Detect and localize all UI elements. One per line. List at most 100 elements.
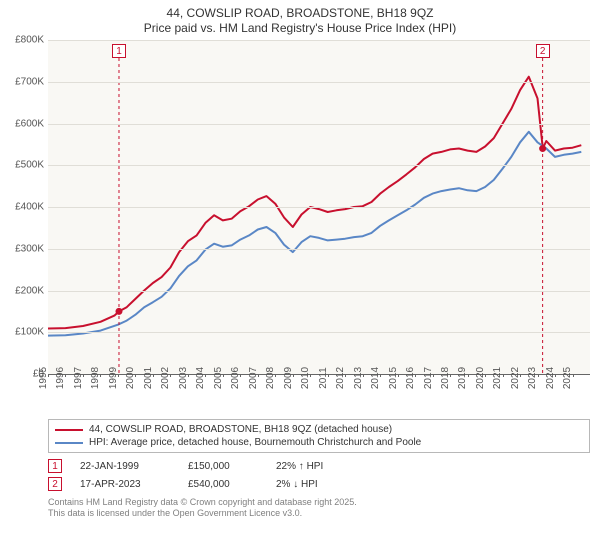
y-axis-tick-label: £200K — [15, 285, 48, 296]
x-axis-tick-label: 2012 — [335, 367, 346, 389]
x-axis-tick: 1998 — [100, 374, 101, 377]
x-axis-tick: 2001 — [153, 374, 154, 377]
datapoint-row: 1 22-JAN-1999 £150,000 22% ↑ HPI — [48, 459, 590, 473]
x-axis-tick-label: 1998 — [90, 367, 101, 389]
footer-line-2: This data is licensed under the Open Gov… — [48, 508, 590, 519]
x-axis-tick: 2016 — [415, 374, 416, 377]
x-axis-tick-label: 2023 — [527, 367, 538, 389]
x-axis-tick-label: 2009 — [283, 367, 294, 389]
chart-gridline — [48, 82, 590, 83]
title-line-1: 44, COWSLIP ROAD, BROADSTONE, BH18 9QZ — [10, 6, 590, 21]
x-axis-tick-label: 2001 — [143, 367, 154, 389]
x-axis-tick: 2008 — [275, 374, 276, 377]
x-axis-tick: 2007 — [258, 374, 259, 377]
x-axis-tick: 2005 — [223, 374, 224, 377]
y-axis-tick-label: £600K — [15, 118, 48, 129]
datapoint-date: 22-JAN-1999 — [80, 461, 170, 472]
datapoint-row: 2 17-APR-2023 £540,000 2% ↓ HPI — [48, 477, 590, 491]
x-axis-tick-label: 2007 — [248, 367, 259, 389]
x-axis-tick: 1995 — [48, 374, 49, 377]
x-axis-tick: 2021 — [503, 374, 504, 377]
x-axis-tick-label: 2011 — [318, 367, 329, 389]
y-axis-tick-label: £500K — [15, 160, 48, 171]
x-axis-tick: 2024 — [555, 374, 556, 377]
x-axis-tick-label: 1997 — [73, 367, 84, 389]
chart-gridline — [48, 40, 590, 41]
y-axis-tick-label: £100K — [15, 327, 48, 338]
x-axis-tick: 2013 — [363, 374, 364, 377]
legend-swatch — [55, 442, 83, 444]
x-axis-tick: 2011 — [328, 374, 329, 377]
x-axis-tick: 2022 — [520, 374, 521, 377]
x-axis-tick: 2025 — [573, 374, 574, 377]
x-axis-tick: 2018 — [450, 374, 451, 377]
x-axis-tick: 1999 — [118, 374, 119, 377]
legend-label: HPI: Average price, detached house, Bour… — [89, 437, 421, 448]
x-axis-tick: 2002 — [170, 374, 171, 377]
x-axis-tick-label: 2025 — [562, 367, 573, 389]
sale-marker-box: 2 — [536, 44, 550, 58]
chart-legend: 44, COWSLIP ROAD, BROADSTONE, BH18 9QZ (… — [48, 419, 590, 453]
datapoint-marker-box: 1 — [48, 459, 62, 473]
x-axis-tick: 2023 — [538, 374, 539, 377]
x-axis-tick: 1996 — [65, 374, 66, 377]
chart-gridline — [48, 165, 590, 166]
x-axis-tick: 2003 — [188, 374, 189, 377]
datapoint-price: £150,000 — [188, 461, 258, 472]
x-axis-tick-label: 2024 — [545, 367, 556, 389]
x-axis-tick-label: 2008 — [265, 367, 276, 389]
sale-marker-point — [115, 308, 122, 315]
y-axis-tick-label: £800K — [15, 35, 48, 46]
x-axis-tick: 1997 — [83, 374, 84, 377]
x-axis-tick-label: 2004 — [195, 367, 206, 389]
x-axis-tick-label: 2016 — [405, 367, 416, 389]
chart-gridline — [48, 291, 590, 292]
chart-title: 44, COWSLIP ROAD, BROADSTONE, BH18 9QZ P… — [0, 0, 600, 40]
x-axis-tick: 2009 — [293, 374, 294, 377]
sale-marker-box: 1 — [112, 44, 126, 58]
x-axis-tick: 2012 — [345, 374, 346, 377]
legend-item: HPI: Average price, detached house, Bour… — [55, 437, 583, 448]
y-axis-tick-label: £400K — [15, 202, 48, 213]
x-axis-tick-label: 2003 — [178, 367, 189, 389]
x-axis-tick-label: 2006 — [230, 367, 241, 389]
x-axis-tick-label: 1996 — [55, 367, 66, 389]
sale-datapoints-table: 1 22-JAN-1999 £150,000 22% ↑ HPI 2 17-APR-202… — [48, 459, 590, 491]
title-line-2: Price paid vs. HM Land Registry's House … — [10, 21, 590, 36]
x-axis-tick-label: 2019 — [457, 367, 468, 389]
chart-gridline — [48, 249, 590, 250]
x-axis-tick-label: 2017 — [423, 367, 434, 389]
x-axis-tick-label: 2022 — [510, 367, 521, 389]
x-axis-tick-label: 2000 — [125, 367, 136, 389]
datapoint-marker-box: 2 — [48, 477, 62, 491]
x-axis-tick-label: 2005 — [213, 367, 224, 389]
chart-plot-area: £0£100K£200K£300K£400K£500K£600K£700K£80… — [48, 40, 590, 375]
datapoint-diff: 22% ↑ HPI — [276, 461, 323, 472]
legend-swatch — [55, 429, 83, 431]
footer-line-1: Contains HM Land Registry data © Crown c… — [48, 497, 590, 508]
sale-marker-point — [539, 145, 546, 152]
chart-gridline — [48, 124, 590, 125]
x-axis-tick: 2004 — [205, 374, 206, 377]
x-axis-tick-label: 2020 — [475, 367, 486, 389]
x-axis-tick-label: 2010 — [300, 367, 311, 389]
x-axis-tick: 2000 — [135, 374, 136, 377]
legend-item: 44, COWSLIP ROAD, BROADSTONE, BH18 9QZ (… — [55, 424, 583, 435]
y-axis-tick-label: £300K — [15, 243, 48, 254]
datapoint-date: 17-APR-2023 — [80, 479, 170, 490]
datapoint-price: £540,000 — [188, 479, 258, 490]
x-axis-tick-label: 2021 — [492, 367, 503, 389]
x-axis-tick: 2020 — [485, 374, 486, 377]
chart-gridline — [48, 332, 590, 333]
datapoint-diff: 2% ↓ HPI — [276, 479, 318, 490]
x-axis-tick-label: 2015 — [388, 367, 399, 389]
x-axis-tick: 2019 — [468, 374, 469, 377]
x-axis-tick-label: 2018 — [440, 367, 451, 389]
x-axis-tick: 2010 — [310, 374, 311, 377]
x-axis-tick-label: 2002 — [160, 367, 171, 389]
x-axis-tick: 2017 — [433, 374, 434, 377]
chart-gridline — [48, 207, 590, 208]
x-axis-tick: 2015 — [398, 374, 399, 377]
x-axis-tick-label: 1999 — [108, 367, 119, 389]
legend-label: 44, COWSLIP ROAD, BROADSTONE, BH18 9QZ (… — [89, 424, 392, 435]
